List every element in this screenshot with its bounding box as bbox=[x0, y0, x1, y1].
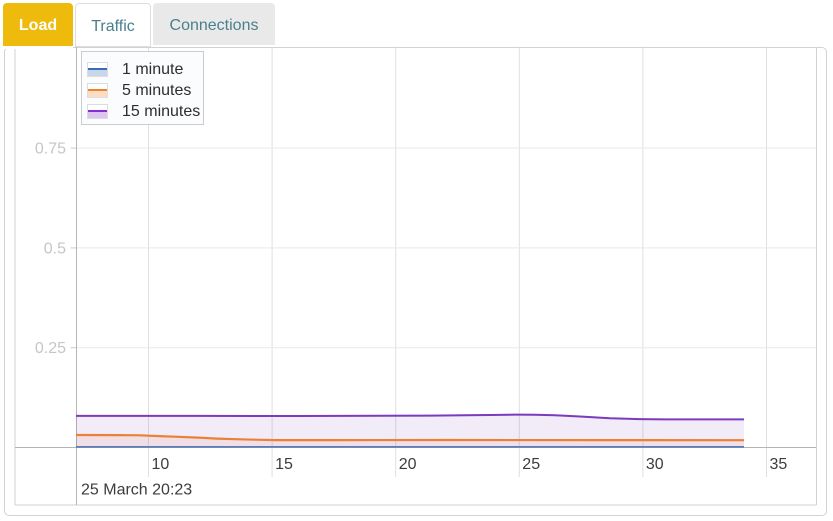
svg-text:0.5: 0.5 bbox=[44, 240, 66, 257]
svg-text:0.25: 0.25 bbox=[35, 340, 66, 357]
svg-text:35: 35 bbox=[770, 456, 788, 473]
svg-text:15: 15 bbox=[275, 456, 293, 473]
svg-text:10: 10 bbox=[152, 456, 170, 473]
svg-text:30: 30 bbox=[646, 456, 664, 473]
svg-text:0.75: 0.75 bbox=[35, 141, 66, 158]
svg-text:25: 25 bbox=[522, 456, 540, 473]
svg-text:20: 20 bbox=[399, 456, 417, 473]
svg-text:25 March 20:23: 25 March 20:23 bbox=[81, 482, 192, 499]
